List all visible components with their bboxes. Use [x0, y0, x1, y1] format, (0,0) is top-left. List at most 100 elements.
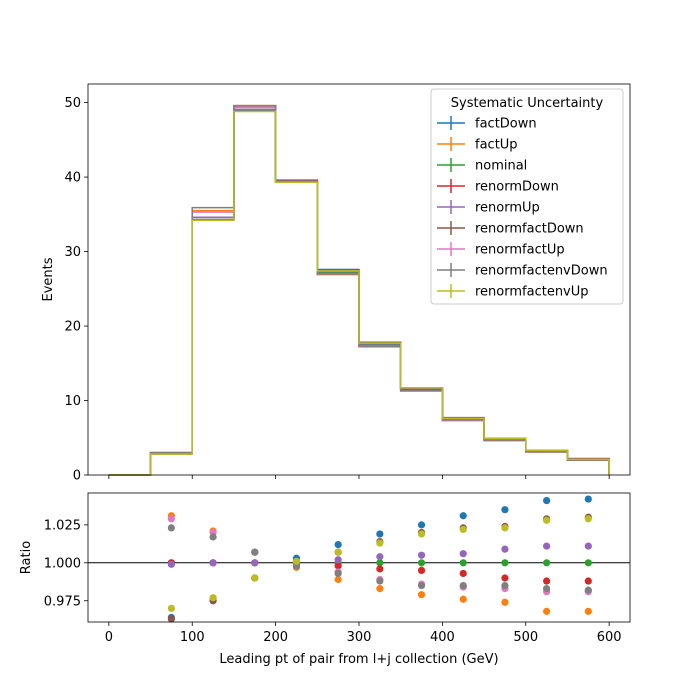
- ratio-point-fact-up: [543, 607, 551, 615]
- ratio-point-renormfact-up: [167, 515, 175, 523]
- legend-label-fact-up: factUp: [475, 138, 518, 153]
- ratio-point-renormfactenv-down: [459, 581, 467, 590]
- ratio-x-tick-label: 500: [513, 630, 538, 645]
- ratio-point-fact-down: [376, 530, 384, 538]
- ratio-y-tick-label: 1.000: [44, 556, 81, 571]
- events-y-tick-label: 40: [64, 171, 81, 186]
- legend-entry-renormfact-down[interactable]: renormfactDown: [437, 221, 584, 237]
- legend-title: Systematic Uncertainty: [451, 96, 604, 111]
- events-y-axis-label: Events: [41, 257, 56, 301]
- ratio-point-renormfactenv-up: [376, 539, 384, 547]
- events-y-tick-label: 30: [64, 245, 81, 260]
- ratio-series-renormfactenv-down: [167, 524, 592, 594]
- events-panel: 0 10 20 30 40 50 Events Systematic Uncertaint…: [41, 83, 631, 484]
- ratio-x-tick-label: 300: [347, 630, 372, 645]
- ratio-point-nominal: [584, 559, 592, 567]
- ratio-point-renorm-up: [251, 559, 259, 567]
- ratio-x-tick-label: 600: [597, 630, 622, 645]
- ratio-point-renormfactenv-up: [417, 530, 426, 538]
- ratio-point-nominal: [376, 559, 384, 567]
- ratio-x-ticks: 0 100 200 300 400 500 600: [105, 622, 622, 645]
- legend-entry-renormfact-up[interactable]: renormfactUp: [437, 242, 565, 258]
- x-axis-label: Leading pt of pair from l+j collection (…: [219, 652, 498, 667]
- ratio-point-renorm-up: [209, 559, 217, 567]
- ratio-point-renormfactenv-down: [543, 585, 551, 593]
- legend-entry-fact-up[interactable]: factUp: [437, 137, 518, 153]
- legend-entry-nominal[interactable]: nominal: [437, 158, 527, 174]
- ratio-x-tick-label: 0: [105, 630, 113, 645]
- ratio-point-fact-up: [376, 585, 384, 593]
- ratio-point-fact-down: [459, 512, 467, 520]
- events-y-tick-label: 20: [64, 320, 81, 335]
- events-y-tick-label: 10: [64, 394, 81, 409]
- ratio-point-renorm-up: [543, 542, 551, 550]
- legend-label-nominal: nominal: [475, 159, 527, 174]
- ratio-point-fact-up: [584, 607, 592, 615]
- ratio-point-renormfactenv-down: [334, 569, 342, 578]
- ratio-point-renormfactenv-down: [167, 524, 175, 532]
- legend-entry-renorm-down[interactable]: renormDown: [437, 179, 559, 195]
- ratio-point-renorm-down: [584, 577, 592, 585]
- ratio-point-renorm-up: [584, 542, 592, 550]
- ratio-point-fact-down: [334, 541, 342, 549]
- ratio-point-renormfactenv-down: [251, 548, 259, 556]
- ratio-point-fact-down: [417, 521, 426, 529]
- ratio-point-renormfactenv-down: [376, 577, 384, 585]
- ratio-point-renorm-up: [417, 551, 426, 559]
- ratio-point-renorm-up: [501, 545, 509, 553]
- legend-label-renormfactenv-down: renormfactenvDown: [475, 264, 608, 279]
- ratio-point-renormfactenv-up: [292, 557, 301, 565]
- ratio-point-renorm-up: [167, 560, 175, 568]
- ratio-y-ticks: 0.975 1.000 1.025: [44, 518, 88, 609]
- ratio-point-nominal: [501, 559, 509, 567]
- ratio-point-fact-down: [584, 495, 592, 503]
- ratio-point-fact-up: [459, 595, 467, 603]
- ratio-point-nominal: [543, 559, 551, 567]
- ratio-point-nominal: [459, 559, 467, 567]
- ratio-y-axis-label: Ratio: [19, 541, 34, 574]
- legend-entry-renormfactenv-up[interactable]: renormfactenvUp: [437, 284, 589, 300]
- ratio-point-renorm-down: [501, 574, 509, 582]
- legend-frame: [430, 88, 624, 305]
- ratio-x-tick-label: 200: [263, 630, 288, 645]
- ratio-point-renormfactenv-down: [417, 581, 426, 590]
- ratio-x-tick-label: 100: [180, 630, 205, 645]
- ratio-point-renorm-down: [543, 577, 551, 585]
- ratio-point-renormfactenv-up: [167, 604, 175, 612]
- legend-entry-renormfactenv-down[interactable]: renormfactenvDown: [437, 263, 608, 279]
- ratio-point-renormfactenv-up: [501, 524, 509, 532]
- ratio-point-renormfactenv-up: [459, 525, 467, 534]
- events-plot-area: [108, 104, 610, 476]
- ratio-point-renormfactenv-up: [584, 515, 592, 523]
- ratio-panel: 0 100 200 300 400 500 600 0.975 1.000 1.025 Rati…: [19, 492, 631, 667]
- ratio-point-renormfactenv-up: [209, 594, 217, 602]
- ratio-point-renorm-down: [334, 562, 342, 570]
- ratio-plot-area: [88, 495, 630, 623]
- ratio-x-tick-label: 400: [430, 630, 455, 645]
- legend-entry-renorm-up[interactable]: renormUp: [437, 200, 540, 216]
- ratio-point-renormfactenv-up: [334, 548, 342, 556]
- legend-label-renormfactenv-up: renormfactenvUp: [475, 285, 589, 300]
- ratio-point-renormfactenv-up: [251, 574, 259, 582]
- ratio-point-renormfact-down: [167, 615, 175, 623]
- legend-entry-fact-down[interactable]: factDown: [437, 116, 537, 132]
- legend[interactable]: Systematic Uncertainty factDown factUp nomi…: [430, 88, 624, 305]
- ratio-point-fact-up: [501, 598, 509, 606]
- ratio-y-tick-label: 0.975: [44, 594, 81, 609]
- ratio-y-tick-label: 1.025: [44, 518, 81, 533]
- ratio-point-renorm-down: [376, 565, 384, 573]
- ratio-series-renormfactenv-up: [167, 515, 592, 612]
- ratio-point-renormfactenv-down: [584, 586, 592, 594]
- ratio-point-renormfactenv-down: [209, 533, 217, 541]
- ratio-point-renormfactenv-down: [501, 581, 509, 590]
- series-line-renormfactenv-down: [108, 104, 610, 476]
- ratio-point-renorm-up: [459, 550, 467, 558]
- ratio-point-fact-down: [543, 496, 551, 505]
- legend-label-renorm-up: renormUp: [475, 201, 540, 216]
- ratio-point-renorm-up: [334, 556, 342, 564]
- legend-label-renormfact-down: renormfactDown: [475, 222, 584, 237]
- ratio-point-nominal: [417, 559, 426, 567]
- events-y-tick-label: 0: [73, 469, 81, 484]
- legend-label-renormfact-up: renormfactUp: [475, 243, 565, 258]
